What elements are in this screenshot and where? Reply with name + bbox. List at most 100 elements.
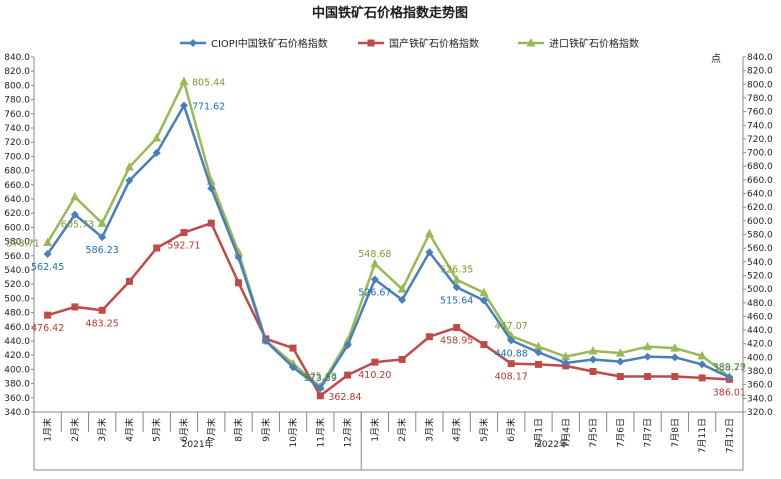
series-point [670, 343, 680, 352]
series-3 [43, 76, 734, 391]
series-point [179, 76, 189, 86]
left-tick-label: 840.0 [4, 53, 30, 63]
data-label: 410.20 [358, 370, 391, 381]
left-tick-label: 640.0 [4, 195, 30, 205]
series-point [534, 348, 543, 357]
data-label: 578.71 [6, 239, 39, 250]
series-point [697, 350, 707, 360]
right-tick-label: 680.0 [747, 162, 773, 172]
series-point [43, 237, 53, 247]
right-tick-label: 460.0 [747, 312, 773, 322]
series-point [589, 355, 598, 364]
series-point [589, 368, 597, 376]
right-tick-label: 520.0 [747, 271, 773, 281]
series-point [179, 101, 188, 110]
series-point [343, 341, 352, 350]
chart-title: 中国铁矿石价格指数走势图 [312, 5, 468, 21]
data-label: 440.88 [495, 348, 528, 359]
right-tick-label: 420.0 [747, 340, 773, 350]
right-tick-label: 360.0 [747, 381, 773, 391]
series-point [70, 210, 79, 219]
data-label: 526.35 [440, 265, 473, 276]
data-label: 771.62 [192, 102, 225, 113]
legend-label: CIOPI中国铁矿石价格指数 [211, 37, 328, 50]
right-tick-label: 440.0 [747, 326, 773, 336]
series-point [316, 384, 325, 393]
series-point [367, 39, 375, 47]
series-point [398, 355, 406, 363]
series-point [152, 132, 162, 142]
data-label: 375.63 [304, 372, 337, 383]
legend-label: 国产铁矿石价格指数 [389, 37, 479, 50]
data-label: 476.42 [31, 323, 64, 334]
series-point [425, 333, 433, 341]
x-tick-label: 1月末 [369, 418, 381, 442]
x-tick-label: 7月末 [205, 418, 217, 442]
data-label: 483.25 [86, 318, 119, 329]
right-tick-label: 560.0 [747, 244, 773, 254]
series-point [643, 352, 652, 361]
series-point [615, 348, 625, 357]
series-point [480, 341, 488, 349]
series-point [452, 274, 462, 284]
series-point [479, 296, 488, 305]
x-tick-label: 6月末 [505, 418, 517, 442]
left-tick-label: 360.0 [4, 394, 30, 404]
right-tick-label: 500.0 [747, 285, 773, 295]
series-point [316, 392, 324, 400]
x-tick-label: 7月8日 [670, 418, 681, 447]
legend-item: 进口铁矿石价格指数 [518, 37, 639, 50]
data-label: 388.77 [713, 362, 746, 373]
data-label: 515.64 [440, 295, 473, 306]
left-tick-label: 680.0 [4, 167, 30, 177]
series-point [671, 373, 679, 380]
series-layer [43, 76, 734, 400]
series-point [424, 228, 434, 238]
series-point [643, 341, 653, 351]
series-point [180, 229, 188, 237]
series-point [235, 279, 243, 287]
left-tick-label: 560.0 [4, 252, 30, 262]
series-point [370, 258, 380, 268]
data-label: 386.01 [713, 387, 746, 398]
left-tick-label: 800.0 [4, 81, 30, 91]
right-tick-label: 800.0 [747, 80, 773, 90]
left-tick-label: 480.0 [4, 309, 30, 319]
right-tick-label: 760.0 [747, 108, 773, 118]
x-tick-label: 7月12日 [724, 418, 735, 453]
left-tick-label: 420.0 [4, 351, 30, 361]
left-tick-label: 760.0 [4, 110, 30, 120]
data-label: 458.95 [440, 336, 473, 347]
left-tick-label: 500.0 [4, 294, 30, 304]
series-point [125, 277, 133, 285]
year-group-label: 2021年 [182, 438, 214, 450]
legend-label: 进口铁矿石价格指数 [549, 37, 639, 50]
left-tick-label: 540.0 [4, 266, 30, 276]
x-tick-label: 7月6日 [615, 418, 626, 447]
series-point [452, 283, 461, 292]
series-point [152, 148, 161, 157]
series-point [453, 324, 461, 332]
series-point [397, 284, 407, 293]
series-point [207, 219, 215, 227]
series-point [507, 360, 515, 368]
series-point [289, 344, 297, 352]
legend-item: CIOPI中国铁矿石价格指数 [180, 37, 328, 50]
series-point [507, 336, 516, 345]
series-point [234, 253, 243, 262]
x-tick-label: 4月末 [123, 418, 135, 442]
right-tick-label: 640.0 [747, 190, 773, 200]
data-label: 805.44 [192, 78, 225, 89]
series-point [561, 351, 571, 361]
series-point [71, 303, 79, 311]
x-tick-label: 7月4日 [561, 418, 572, 447]
right-tick-label: 320.0 [747, 408, 773, 418]
data-label: 592.71 [167, 241, 200, 252]
series-point [43, 250, 52, 259]
right-tick-label: 540.0 [747, 258, 773, 268]
x-tick-label: 5月末 [151, 418, 163, 442]
series-point [189, 39, 197, 47]
x-tick-label: 12月末 [342, 418, 354, 447]
